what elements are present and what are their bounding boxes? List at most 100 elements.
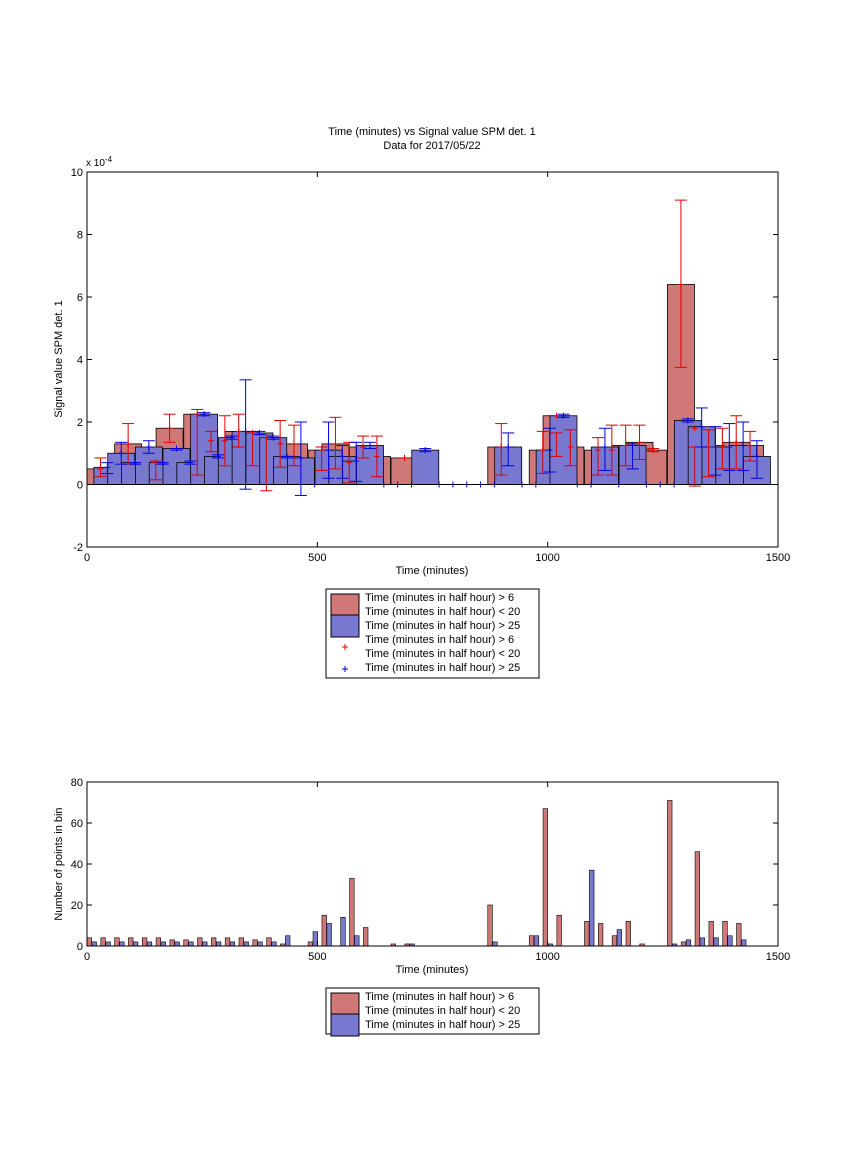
x-tick-label: 0	[84, 552, 90, 564]
count-bar	[492, 941, 498, 947]
legend-swatch-red-bar	[330, 992, 360, 1016]
count-bar	[533, 935, 540, 947]
error-bar	[350, 441, 363, 482]
error-bar	[225, 434, 238, 441]
error-bar	[592, 437, 605, 476]
signal-bar	[356, 445, 384, 485]
count-bar	[611, 935, 618, 947]
error-bar	[239, 379, 252, 490]
x-tick-label: 500	[308, 552, 326, 564]
error-bar	[211, 453, 224, 460]
count-bar	[183, 939, 189, 947]
count-bar	[243, 941, 249, 947]
error-bar	[101, 462, 114, 475]
signal-legend: Time (minutes in half hour) > 6 Time (mi…	[325, 588, 540, 679]
error-bar	[322, 421, 335, 479]
count-bar	[86, 937, 92, 947]
legend-marker-blue-plus	[342, 666, 348, 672]
error-bar	[495, 423, 508, 476]
x-tick-label: 1000	[535, 552, 559, 564]
count-plot-area	[86, 781, 779, 947]
legend-label: Time (minutes in half hour) > 6	[365, 991, 514, 1003]
legend-label: Time (minutes in half hour) > 6	[365, 634, 514, 646]
signal-bar	[549, 415, 578, 485]
error-bar	[253, 429, 266, 436]
error-bar	[287, 424, 300, 467]
error-bar	[218, 415, 231, 467]
count-bar	[340, 916, 346, 947]
count-bar	[100, 937, 106, 947]
count-bar	[542, 808, 548, 947]
signal-bars	[86, 284, 771, 485]
error-bar	[267, 434, 280, 441]
error-bar	[94, 457, 107, 478]
x-tick-label: 500	[308, 951, 326, 963]
legend-box	[325, 987, 540, 1035]
count-bar	[625, 921, 631, 947]
y-exponent-base: x 10	[86, 158, 105, 169]
count-bar	[528, 935, 535, 947]
error-bar	[688, 425, 701, 487]
error-bar	[170, 445, 183, 452]
count-bar	[307, 941, 314, 947]
count-bar	[584, 921, 590, 947]
count-bar	[224, 937, 231, 947]
error-bar	[543, 427, 556, 473]
y-tick-label: 8	[77, 230, 83, 242]
y-tick-label: 2	[77, 417, 83, 429]
error-bar	[695, 407, 708, 448]
error-bar	[716, 427, 729, 470]
signal-chart: Time (minutes) vs Signal value SPM det. …	[53, 126, 790, 679]
error-bar	[709, 426, 722, 476]
count-bar	[266, 937, 272, 947]
error-bar	[246, 429, 259, 467]
x-tick-label: 0	[84, 951, 90, 963]
count-bar	[713, 937, 719, 947]
x-tick-label: 1000	[535, 951, 559, 963]
legend-swatch-blue-bar	[330, 1013, 360, 1037]
error-bar	[336, 444, 349, 479]
count-bar	[229, 941, 236, 947]
error-bar	[619, 424, 632, 467]
count-bar	[736, 923, 742, 947]
count-bar	[285, 935, 291, 947]
count-bar	[589, 869, 595, 947]
legend-box	[325, 588, 540, 679]
count-bar	[708, 921, 714, 947]
error-bar	[370, 435, 383, 478]
error-bar	[564, 429, 577, 467]
error-bar	[329, 416, 342, 470]
y-tick-label: 0	[77, 941, 83, 953]
signal-bar	[411, 449, 440, 485]
error-bar	[674, 199, 687, 368]
count-bar	[741, 939, 747, 947]
error-bar	[294, 421, 307, 496]
error-bar	[626, 442, 639, 470]
error-bar	[142, 440, 155, 454]
y-tick-label: 80	[71, 777, 83, 789]
count-bar	[128, 937, 134, 947]
error-bar	[198, 411, 211, 418]
legend-label: Time (minutes in half hour) > 25	[365, 620, 520, 632]
x-tick-label: 1500	[766, 552, 790, 564]
count-bar	[114, 937, 120, 947]
count-bars	[86, 800, 747, 947]
error-bar	[419, 447, 432, 454]
count-bar	[598, 923, 604, 947]
error-bar	[633, 424, 646, 460]
y-tick-label: 60	[71, 818, 83, 830]
x-tick-label: 1500	[766, 951, 790, 963]
count-bar	[202, 941, 208, 947]
error-bar	[557, 412, 570, 419]
error-bar	[730, 415, 743, 470]
error-bar	[115, 441, 128, 465]
count-bar	[321, 914, 327, 947]
error-bar	[156, 459, 169, 466]
count-bar	[238, 937, 244, 947]
y-tick-label: 20	[71, 900, 83, 912]
legend-label: Time (minutes in half hour) > 6	[365, 592, 514, 604]
error-bar	[363, 441, 376, 450]
legend-label: Time (minutes in half hour) < 20	[365, 1005, 520, 1017]
